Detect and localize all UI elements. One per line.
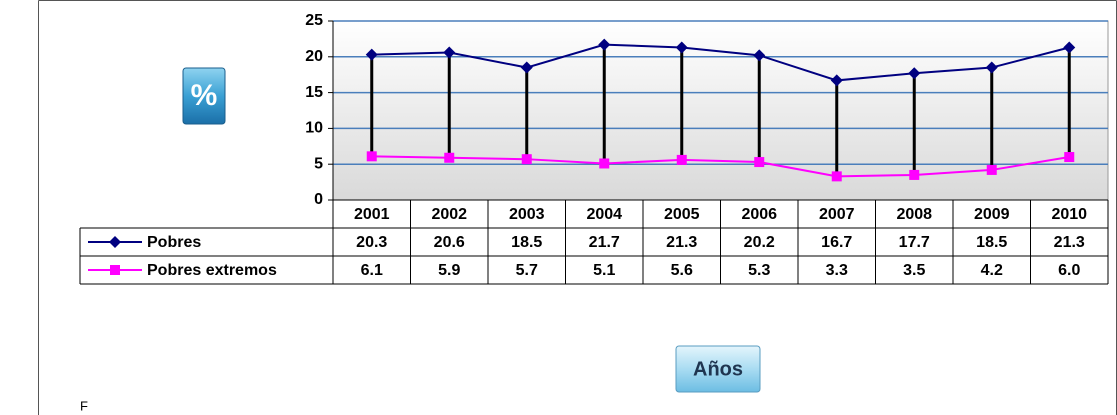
marker — [909, 169, 920, 180]
legend-label: Pobres extremos — [147, 262, 277, 279]
table-value: 17.7 — [899, 234, 930, 251]
y-tick-label: 5 — [314, 155, 323, 172]
marker — [110, 265, 120, 275]
marker — [366, 151, 377, 162]
table-value: 20.2 — [744, 234, 775, 251]
x-tick-label: 2001 — [354, 206, 390, 223]
marker — [109, 236, 121, 248]
series-line — [371, 155, 1070, 178]
table-value: 18.5 — [511, 234, 542, 251]
y-axis-label: % — [191, 79, 218, 112]
marker — [985, 61, 998, 74]
x-tick-label: 2008 — [896, 206, 932, 223]
series-line — [371, 43, 1070, 82]
x-tick-label: 2009 — [974, 206, 1010, 223]
marker — [830, 74, 843, 87]
x-tick-label: 2005 — [664, 206, 700, 223]
y-tick-label: 25 — [305, 12, 323, 29]
marker — [831, 171, 842, 182]
badge — [675, 345, 761, 393]
marker — [365, 48, 378, 61]
marker — [520, 61, 533, 74]
table-value: 5.7 — [516, 262, 538, 279]
marker — [676, 154, 687, 165]
marker — [754, 157, 765, 168]
table-value: 21.3 — [666, 234, 697, 251]
table-value: 3.3 — [826, 262, 848, 279]
y-tick-label: 15 — [305, 84, 323, 101]
marker — [908, 67, 921, 80]
table-value: 5.9 — [438, 262, 460, 279]
marker — [599, 158, 610, 169]
table-value: 5.3 — [748, 262, 770, 279]
y-tick-label: 20 — [305, 48, 323, 65]
table-value: 20.3 — [356, 234, 387, 251]
marker — [598, 38, 611, 51]
table-value: 21.7 — [589, 234, 620, 251]
table-value: 16.7 — [821, 234, 852, 251]
table-value: 6.1 — [361, 262, 383, 279]
table-value: 6.0 — [1058, 262, 1080, 279]
x-tick-label: 2007 — [819, 206, 855, 223]
marker — [444, 152, 455, 163]
marker — [675, 41, 688, 54]
y-tick-label: 10 — [305, 120, 323, 137]
x-axis-badge: Años — [675, 345, 761, 393]
footnote: F — [80, 398, 88, 413]
marker — [753, 49, 766, 62]
x-tick-label: 2006 — [741, 206, 777, 223]
x-tick-label: 2003 — [509, 206, 545, 223]
marker — [521, 154, 532, 165]
marker — [443, 46, 456, 59]
marker — [986, 164, 997, 175]
table-value: 20.6 — [434, 234, 465, 251]
marker — [1063, 41, 1076, 54]
marker — [1064, 152, 1075, 163]
y-axis-badge: % — [182, 67, 226, 125]
table-value: 21.3 — [1054, 234, 1085, 251]
y-tick-label: 0 — [314, 191, 323, 208]
legend-label: Pobres — [147, 234, 201, 251]
x-tick-label: 2002 — [431, 206, 467, 223]
x-axis-label: Años — [693, 358, 743, 380]
table-value: 5.1 — [593, 262, 615, 279]
table-value: 3.5 — [903, 262, 925, 279]
table-value: 18.5 — [976, 234, 1007, 251]
badge — [182, 67, 226, 125]
table-value: 5.6 — [671, 262, 693, 279]
table-value: 4.2 — [981, 262, 1003, 279]
x-tick-label: 2010 — [1051, 206, 1087, 223]
x-tick-label: 2004 — [586, 206, 622, 223]
